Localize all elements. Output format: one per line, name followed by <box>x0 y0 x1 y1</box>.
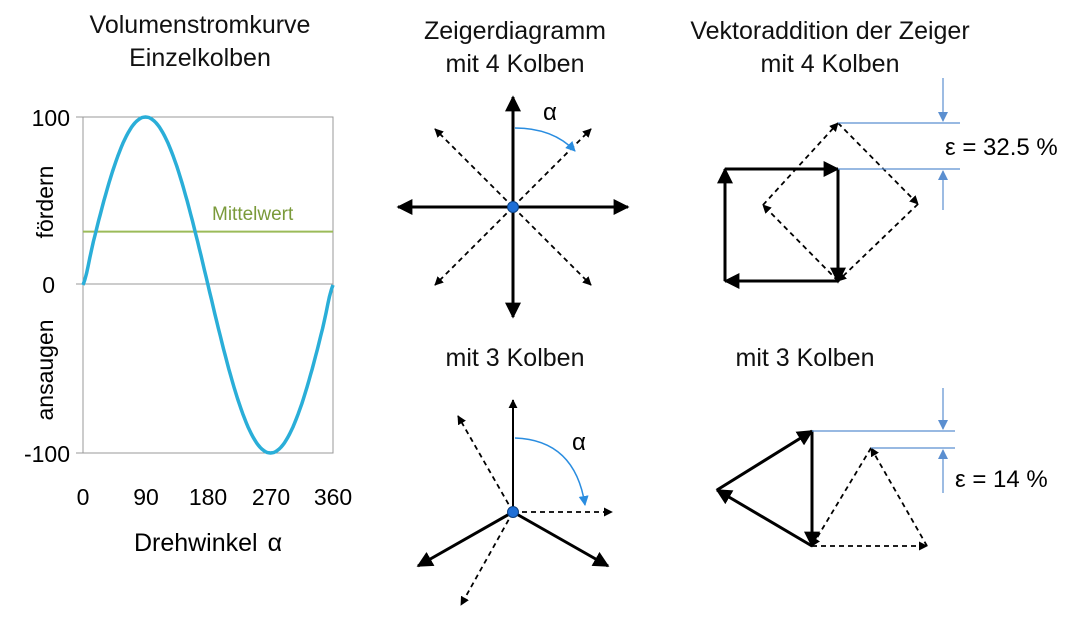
vector3-dashed-3 <box>811 447 872 547</box>
vector4-dashed-1 <box>762 204 839 282</box>
vector3-solid-2 <box>716 429 814 492</box>
phasor4-title-line2: mit 4 Kolben <box>445 50 585 78</box>
phasor3-center-dot <box>507 506 519 518</box>
phasor4-arrow-ne <box>512 128 592 208</box>
vector3-epsilon-label: ε = 14 % <box>955 466 1048 493</box>
phasor4-center-dot <box>507 201 519 213</box>
vector4-diagram <box>717 122 919 289</box>
mean-label: Mittelwert <box>212 204 294 225</box>
chart-title-line2: Einzelkolben <box>129 44 271 72</box>
phasor3-arrow-upleft-dashed <box>457 415 514 513</box>
y-label-bottom: ansaugen <box>32 319 58 420</box>
y-tick-minus100: -100 <box>24 441 70 467</box>
y-label-top: fördern <box>32 166 58 239</box>
vector3-diagram <box>715 429 928 551</box>
y-tick-100: 100 <box>32 105 70 131</box>
phasor3-arrow-downright <box>512 510 610 568</box>
vector3-epsilon-dimension <box>812 388 955 493</box>
x-tick-270: 270 <box>252 484 290 510</box>
phasor3-title: mit 3 Kolben <box>445 344 585 372</box>
phasor3-angle-symbol: α <box>572 429 586 456</box>
phasor3-arrow-downleft <box>416 510 514 568</box>
x-tick-180: 180 <box>189 484 227 510</box>
x-tick-0: 0 <box>77 484 90 510</box>
vector4-dashed-4 <box>837 203 919 282</box>
phasor4-arrow-nw <box>434 128 514 208</box>
phasor4-arrow-se <box>512 206 592 286</box>
chart-title-line1: Volumenstromkurve <box>89 11 311 39</box>
vector4-epsilon-label: ε = 32.5 % <box>945 134 1058 161</box>
vector3-solid-1 <box>715 488 813 548</box>
vector4-epsilon-dimension <box>838 78 960 210</box>
vector3-dashed-2 <box>870 447 928 547</box>
vector4-title-line2: mit 4 Kolben <box>760 50 900 78</box>
vector4-dashed-2 <box>762 122 839 206</box>
phasor3-diagram <box>416 399 613 606</box>
phasor4-diagram <box>396 95 630 319</box>
vector4-title-line1: Vektoraddition der Zeiger <box>690 17 970 45</box>
vector3-title: mit 3 Kolben <box>735 344 875 372</box>
x-tick-360: 360 <box>314 484 352 510</box>
phasor4-title-line1: Zeigerdiagramm <box>423 17 606 45</box>
phasor4-angle-symbol: α <box>543 99 557 126</box>
phasor4-arrow-sw <box>434 206 514 286</box>
x-axis-label: Drehwinkel α <box>134 529 282 557</box>
phasor4-angle-arc <box>514 127 576 152</box>
phasor3-angle-arc <box>514 437 589 506</box>
vector4-dashed-3 <box>837 122 919 205</box>
x-tick-90: 90 <box>133 484 159 510</box>
y-tick-0: 0 <box>42 272 55 298</box>
chart-plot: Mittelwert <box>76 115 335 455</box>
